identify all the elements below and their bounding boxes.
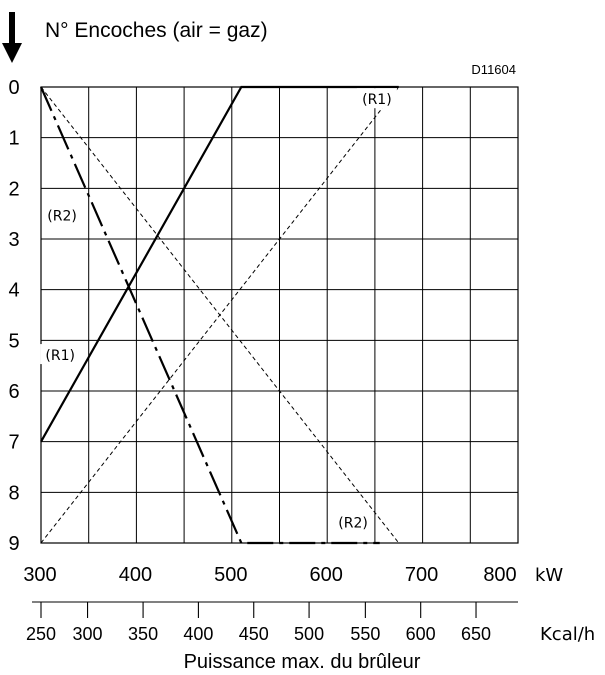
y-tick-label: 6	[8, 381, 19, 403]
x-kcal-tick-label: 400	[183, 624, 213, 644]
x-kw-tick-label: 300	[23, 564, 56, 586]
down-arrow-icon	[2, 12, 22, 63]
y-tick-label: 7	[8, 432, 19, 454]
x-kcal-unit: Kcal/h	[540, 624, 595, 645]
chart-title: N° Encoches (air = gaz)	[45, 19, 268, 42]
series-line-r1-0	[40, 85, 399, 443]
annotation-bg-3	[333, 511, 374, 532]
x-kw-tick-label: 700	[405, 564, 438, 586]
figure-code: D11604	[471, 62, 516, 77]
annotation-label-3: (R2)	[338, 515, 368, 531]
y-tick-label: 2	[8, 178, 19, 200]
y-tick-label: 4	[8, 280, 19, 302]
y-tick-label: 9	[8, 533, 19, 555]
x-kcal-tick-label: 450	[239, 624, 269, 644]
guide-line-3	[40, 86, 400, 544]
x-kcal-tick-label: 550	[350, 624, 380, 644]
annotation-bg-1	[42, 204, 83, 225]
series-layer	[39, 85, 400, 545]
y-tick-label: 3	[8, 229, 19, 251]
annotation-label-1: (R2)	[47, 209, 77, 225]
x-kcal-tick-label: 600	[406, 624, 436, 644]
x-kcal-tick-label: 650	[461, 624, 491, 644]
x-kw-unit: kW	[535, 565, 563, 586]
x-kcal-tick-label: 500	[294, 624, 324, 644]
y-tick-label: 5	[8, 330, 19, 352]
annotation-label-2: (R1)	[45, 348, 75, 364]
x-kw-tick-label: 800	[483, 564, 516, 586]
annotation-label-0: (R1)	[362, 92, 392, 108]
x-kw-tick-label: 500	[214, 564, 247, 586]
y-tick-label: 0	[8, 77, 19, 99]
x-kcal-tick-label: 250	[26, 624, 56, 644]
annotation-bg-0	[356, 88, 397, 109]
y-tick-label: 1	[8, 128, 19, 150]
x-kw-tick-label: 400	[119, 564, 152, 586]
annotation-bg-2	[40, 344, 81, 365]
x-kcal-tick-label: 350	[128, 624, 158, 644]
grid-layer	[32, 86, 519, 618]
x-kw-tick-label: 600	[310, 564, 343, 586]
y-tick-label: 8	[8, 482, 19, 504]
x-kcal-tick-label: 300	[73, 624, 103, 644]
series-line-r2-1	[39, 86, 380, 545]
x-axis-label: Puissance max. du brûleur	[184, 651, 421, 673]
